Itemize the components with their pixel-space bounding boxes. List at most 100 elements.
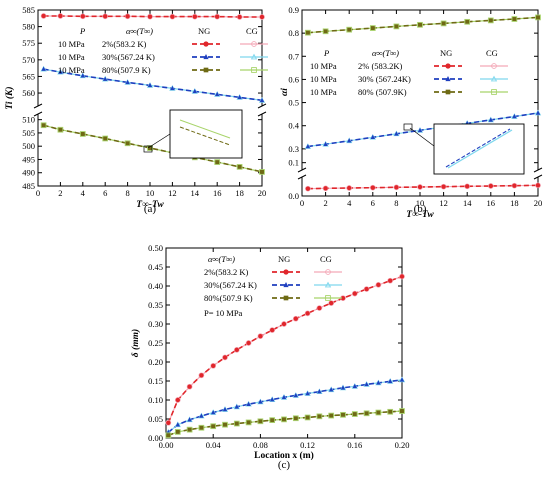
- series-1-cg-point: [269, 396, 276, 402]
- series-0-cg-point: [259, 14, 265, 20]
- y-tick-label: 0.3: [288, 144, 299, 154]
- series-1-cg-point: [245, 400, 252, 407]
- series-0-cg-point: [363, 286, 370, 292]
- series-1-cg-point: [393, 130, 400, 137]
- legend-ng-marker: [445, 76, 451, 82]
- legend-header-p: P: [79, 26, 85, 36]
- x-tick-label: 2: [323, 198, 327, 208]
- series-2-ng-point: [441, 21, 446, 26]
- series-2-cg-point: [322, 28, 329, 35]
- x-tick-label: 12: [168, 188, 177, 198]
- series-2-cg-point: [417, 21, 423, 28]
- x-axis-label: Location x (m): [254, 450, 314, 461]
- series-0-ng-point: [394, 185, 399, 190]
- series-2-cg-point: [351, 411, 358, 417]
- series-0-cg-point: [40, 13, 47, 19]
- legend-header-alpha: α∞(T∞): [208, 254, 235, 264]
- series-1-cg-point: [328, 386, 335, 393]
- y-tick-label: 575: [22, 38, 35, 48]
- axis-break-mark: [257, 103, 267, 109]
- series-2-cg-point: [316, 413, 323, 420]
- series-0-ng-point: [211, 363, 216, 368]
- series-0-cg-point: [440, 183, 447, 190]
- legend-header-cg: CG: [486, 48, 498, 58]
- x-tick-label: 0: [300, 198, 304, 208]
- series-0-cg-point: [511, 182, 518, 189]
- x-tick-label: 14: [191, 188, 200, 198]
- legend-cg-marker: [325, 269, 331, 275]
- y-tick-label: 0.4: [288, 121, 299, 131]
- series-0-ng-point: [166, 420, 171, 425]
- legend-ng-marker: [203, 54, 209, 60]
- x-tick-label: 20: [258, 188, 267, 198]
- series-1-ng-point: [329, 387, 334, 392]
- legend-cg-marker: [251, 67, 257, 73]
- y-tick-label: 510: [22, 115, 35, 125]
- series-2-cg-point: [487, 17, 494, 24]
- axis-break-mark: [33, 103, 43, 109]
- series-0-ng-point: [270, 327, 275, 333]
- y-tick-label: 0.50: [148, 243, 163, 253]
- series-1-cg-point: [292, 392, 299, 398]
- series-2-ng-point: [323, 29, 328, 34]
- series-1-ng-point: [323, 141, 328, 146]
- series-2-cg-point: [464, 18, 471, 25]
- series-1-ng-point: [364, 381, 369, 387]
- x-tick-label: 4: [347, 198, 352, 208]
- series-0-cg-point: [393, 184, 400, 191]
- series-1-ng-point: [293, 392, 298, 398]
- y-tick-label: 0.1: [288, 158, 299, 168]
- series-2-ng-point: [317, 414, 322, 419]
- series-0-ng-point: [259, 14, 265, 20]
- axis-break-mark: [533, 167, 543, 173]
- series-2-ng-point: [370, 26, 375, 31]
- y-tick-label: 0.25: [148, 338, 163, 348]
- series-2-ng-point: [465, 19, 470, 24]
- series-2-ng-point: [282, 417, 286, 422]
- series-1-ng-point: [399, 377, 405, 382]
- series-2-cg-point: [269, 417, 276, 423]
- series-0-ng-point: [364, 286, 369, 292]
- series-2-ng-point: [246, 420, 251, 425]
- series-0-ng-point: [293, 316, 298, 321]
- series-2-ng-point: [418, 22, 422, 27]
- inset-box: [169, 109, 243, 159]
- y-tick-label: 500: [22, 141, 35, 151]
- series-2-ng-point: [211, 424, 216, 429]
- series-0-cg-point: [281, 321, 287, 327]
- series-0-ng-point: [441, 184, 446, 189]
- y-tick-label: 0.5: [288, 98, 299, 108]
- series-1-ng-point: [192, 88, 197, 94]
- series-0-ng-point: [199, 373, 204, 378]
- series-0-cg-point: [233, 346, 240, 353]
- series-0-cg-point: [257, 333, 264, 340]
- series-2-cg-point: [369, 25, 376, 31]
- series-2-ng-line: [168, 410, 403, 437]
- legend-row-label: 80%(507.9 K): [102, 65, 151, 75]
- legend-cg-marker: [491, 89, 497, 95]
- series-0-cg-point: [124, 13, 131, 20]
- y-tick-label: 0.0: [288, 191, 299, 201]
- series-0-ng-point: [103, 14, 108, 19]
- series-1-cg-line: [168, 379, 403, 433]
- series-2-ng-point: [58, 127, 63, 132]
- series-2-ng-point: [223, 422, 227, 427]
- series-1-cg-point: [280, 394, 288, 400]
- series-2-cg-point: [257, 418, 264, 425]
- legend-ng-marker: [283, 269, 289, 275]
- x-tick-label: 18: [510, 198, 519, 208]
- x-tick-label: 0.08: [253, 440, 268, 450]
- series-2-ng-point: [125, 141, 130, 146]
- series-1-cg-point: [40, 65, 47, 72]
- series-1-ng-point: [234, 404, 239, 409]
- legend-ng-marker: [445, 63, 451, 69]
- series-0-ng-point: [305, 311, 310, 316]
- series-2-cg-point: [124, 140, 131, 147]
- series-1-cg-point: [169, 85, 176, 91]
- y-tick-label: 0.30: [148, 319, 163, 329]
- series-2-cg-point: [363, 410, 370, 417]
- series-2-ng-point: [400, 409, 404, 413]
- series-1-ng-point: [488, 117, 493, 122]
- x-tick-label: 6: [103, 188, 107, 198]
- x-tick-label: 6: [371, 198, 375, 208]
